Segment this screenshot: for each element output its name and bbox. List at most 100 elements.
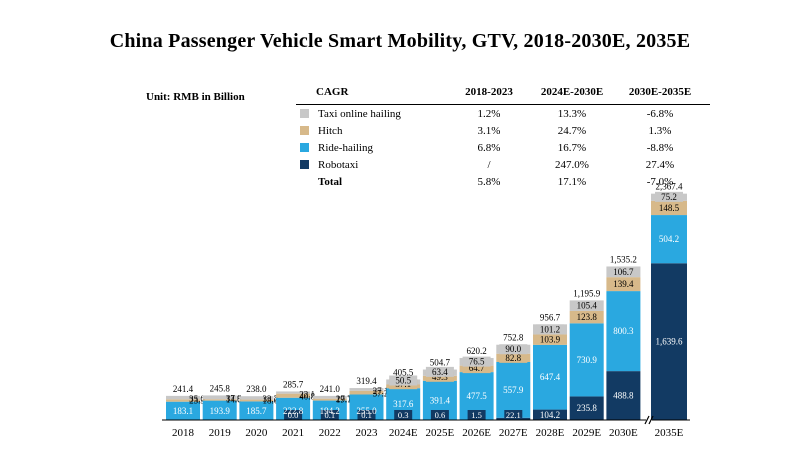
x-tick-label: 2021 bbox=[282, 427, 304, 439]
bar-segment bbox=[312, 398, 347, 401]
value-box bbox=[536, 334, 564, 345]
x-tick-label: 2026E bbox=[462, 427, 491, 439]
data-label: 64.7 bbox=[469, 363, 485, 373]
value-box bbox=[609, 279, 638, 290]
legend-entry: Ride-hailing bbox=[296, 139, 444, 156]
cagr-row-taxi: Taxi online hailing 1.2% 13.3% -6.8% bbox=[296, 105, 710, 123]
data-label: 255.0 bbox=[356, 406, 377, 416]
data-label: 193.9 bbox=[210, 406, 231, 416]
data-label: 123.8 bbox=[577, 312, 598, 322]
bar-segment bbox=[202, 395, 237, 400]
total-label: 405.5 bbox=[393, 367, 414, 377]
bar-segment bbox=[276, 391, 311, 394]
bar-segment bbox=[239, 399, 274, 402]
value-box bbox=[504, 410, 523, 420]
data-label: 504.2 bbox=[659, 234, 679, 244]
bar-segment bbox=[276, 393, 311, 398]
bar-segment bbox=[166, 399, 200, 402]
bar-segment bbox=[606, 371, 641, 420]
value-box bbox=[467, 410, 486, 420]
period-header-2024e-2030e: 2024E-2030E bbox=[534, 85, 610, 105]
data-label: 22.1 bbox=[506, 410, 521, 420]
swatch-taxi bbox=[300, 108, 309, 118]
cagr-value: -8.8% bbox=[646, 141, 674, 154]
bar-segment bbox=[533, 344, 567, 410]
bar-segment bbox=[569, 323, 604, 397]
value-box bbox=[462, 356, 491, 367]
data-label: 37.9 bbox=[226, 393, 242, 403]
data-label: 148.5 bbox=[659, 203, 680, 213]
value-box bbox=[572, 312, 601, 323]
cagr-value: -6.8% bbox=[646, 107, 674, 120]
legend-label: Ride-hailing bbox=[318, 141, 373, 154]
total-label: 241.0 bbox=[320, 384, 341, 394]
legend-label: Robotaxi bbox=[318, 158, 359, 171]
bar-segment bbox=[202, 400, 237, 420]
value-box bbox=[609, 266, 638, 277]
cagr-value: 13.3% bbox=[557, 107, 587, 120]
cagr-value: 6.8% bbox=[477, 141, 501, 154]
total-label: 1,195.9 bbox=[573, 288, 601, 298]
bar-segment bbox=[202, 399, 237, 401]
total-label: Total bbox=[318, 175, 343, 188]
bar-segment bbox=[533, 409, 567, 420]
data-label: 235.8 bbox=[577, 403, 598, 413]
bar-segment bbox=[569, 396, 604, 420]
data-label: 1,639.6 bbox=[656, 337, 684, 347]
data-label: 0.1 bbox=[361, 410, 372, 420]
data-label: 18.6 bbox=[263, 395, 279, 405]
cagr-row-hitch: Hitch 3.1% 24.7% 1.3% bbox=[296, 122, 710, 139]
data-label: 647.4 bbox=[540, 372, 561, 382]
total-label: 245.8 bbox=[210, 383, 231, 393]
total-label: 285.7 bbox=[283, 379, 304, 389]
bar-segment bbox=[239, 401, 274, 420]
bar-segment bbox=[349, 388, 384, 391]
x-tick-label: 2024E bbox=[389, 427, 418, 439]
total-label: 1,535.2 bbox=[610, 254, 637, 264]
cagr-value: 247.0% bbox=[555, 158, 589, 171]
data-label: 557.9 bbox=[503, 385, 524, 395]
bar-segment bbox=[496, 362, 531, 418]
bar-segment bbox=[606, 291, 641, 372]
bar-segment bbox=[312, 395, 347, 399]
data-label: 50.5 bbox=[395, 376, 411, 386]
period-header-2018-2023: 2018-2023 bbox=[444, 85, 534, 105]
data-label: 101.2 bbox=[540, 324, 560, 334]
data-label: 33.7 bbox=[263, 394, 279, 404]
x-tick-label: 2035E bbox=[655, 427, 684, 439]
value-box bbox=[462, 363, 491, 374]
axis-break-mark bbox=[648, 415, 654, 425]
cagr-row-ride-hailing: Ride-hailing 6.8% 16.7% -8.8% bbox=[296, 139, 710, 156]
total-label: 956.7 bbox=[540, 312, 561, 322]
data-label: 0.3 bbox=[398, 410, 409, 420]
legend-entry: Robotaxi bbox=[296, 156, 444, 173]
data-label: 27.1 bbox=[373, 386, 389, 396]
x-tick-label: 2018 bbox=[172, 427, 195, 439]
data-label: 27.7 bbox=[336, 394, 352, 404]
chart-title: China Passenger Vehicle Smart Mobility, … bbox=[109, 30, 691, 52]
cagr-value: -7.0% bbox=[646, 175, 674, 188]
data-label: 35.0 bbox=[189, 394, 205, 404]
value-box bbox=[320, 410, 339, 420]
value-box bbox=[425, 366, 454, 377]
total-label: 319.4 bbox=[356, 376, 377, 386]
cagr-value: 24.7% bbox=[557, 124, 587, 137]
legend-label: Hitch bbox=[318, 124, 343, 137]
value-box bbox=[499, 352, 528, 363]
data-label: 139.4 bbox=[613, 279, 634, 289]
value-box bbox=[389, 375, 418, 386]
data-label: 103.9 bbox=[540, 335, 561, 345]
cagr-table: CAGR 2018-2023 2024E-2030E 2030E-2035E T… bbox=[296, 85, 710, 190]
data-label: 82.8 bbox=[505, 353, 521, 363]
cagr-header: CAGR bbox=[296, 85, 444, 105]
x-tick-label: 2029E bbox=[572, 427, 601, 439]
value-box bbox=[430, 410, 449, 420]
x-tick-label: 2023 bbox=[356, 427, 379, 439]
swatch-hitch bbox=[300, 125, 309, 135]
value-box bbox=[572, 300, 601, 311]
x-tick-label: 2025E bbox=[426, 427, 455, 439]
bar-segment bbox=[166, 395, 200, 400]
x-tick-label: 2027E bbox=[499, 427, 528, 439]
data-label: 14.0 bbox=[226, 395, 242, 405]
data-label: 40.8 bbox=[299, 392, 315, 402]
